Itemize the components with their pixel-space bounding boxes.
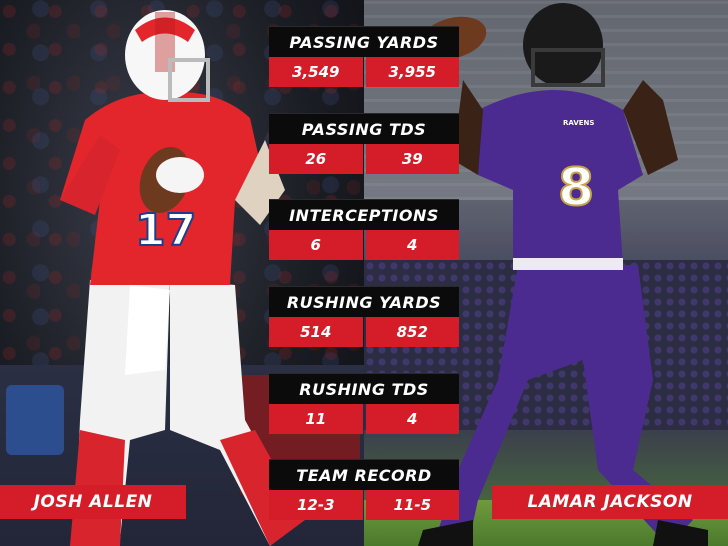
- stat-value-lamar-jackson: 4: [365, 230, 459, 260]
- stat-rushing-tds: RUSHING TDS 11 4: [269, 373, 459, 434]
- stat-rushing-yards: RUSHING YARDS 514 852: [269, 286, 459, 347]
- stat-value-josh-allen: 26: [269, 144, 363, 174]
- stat-label: INTERCEPTIONS: [269, 199, 459, 230]
- stat-label: TEAM RECORD: [269, 459, 459, 490]
- stat-label: RUSHING TDS: [269, 373, 459, 404]
- stat-team-record: TEAM RECORD 12-3 11-5: [269, 459, 459, 520]
- stat-value-josh-allen: 6: [269, 230, 363, 260]
- player-name-left: JOSH ALLEN: [0, 485, 186, 519]
- stat-value-lamar-jackson: 39: [365, 144, 459, 174]
- player-name-right: LAMAR JACKSON: [492, 485, 728, 519]
- stat-interceptions: INTERCEPTIONS 6 4: [269, 199, 459, 260]
- stat-passing-yards: PASSING YARDS 3,549 3,955: [269, 26, 459, 87]
- stat-value-lamar-jackson: 852: [365, 317, 459, 347]
- josh-allen-jersey-number: 17: [135, 205, 196, 256]
- stat-passing-tds: PASSING TDS 26 39: [269, 113, 459, 174]
- stat-value-lamar-jackson: 4: [365, 404, 459, 434]
- left-banner: [6, 385, 64, 455]
- stat-label: RUSHING YARDS: [269, 286, 459, 317]
- stat-value-josh-allen: 11: [269, 404, 363, 434]
- stat-label: PASSING TDS: [269, 113, 459, 144]
- stat-label: PASSING YARDS: [269, 26, 459, 57]
- stat-value-lamar-jackson: 3,955: [365, 57, 459, 87]
- stat-value-josh-allen: 12-3: [269, 490, 363, 520]
- stat-value-josh-allen: 3,549: [269, 57, 363, 87]
- lamar-jackson-team-wordmark: RAVENS: [563, 119, 594, 127]
- lamar-jackson-jersey-number: 8: [558, 158, 594, 218]
- stat-value-lamar-jackson: 11-5: [365, 490, 459, 520]
- stat-value-josh-allen: 514: [269, 317, 363, 347]
